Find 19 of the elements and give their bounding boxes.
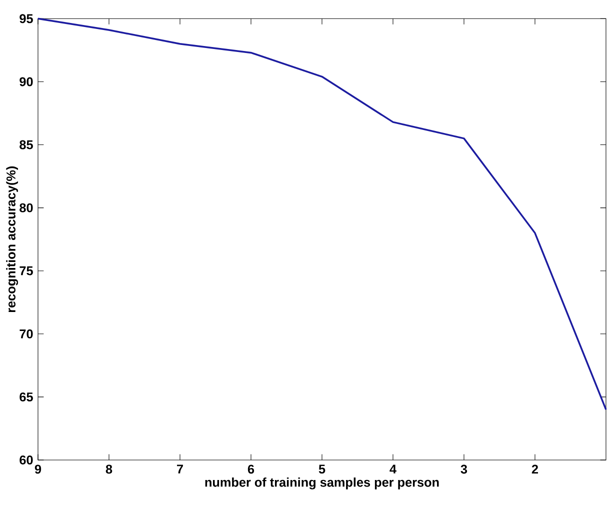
y-tick-label: 60 (20, 456, 33, 465)
y-tick-label: 85 (20, 140, 33, 150)
y-tick-label: 90 (20, 77, 33, 86)
y-tick-label: 80 (20, 203, 33, 212)
y-tick-label: 65 (20, 392, 33, 402)
x-tick-label: 7 (177, 464, 183, 474)
line-series (37, 18, 607, 411)
x-tick-label: 4 (390, 464, 396, 474)
x-tick-label: 6 (248, 464, 254, 474)
x-tick-label: 8 (106, 464, 112, 474)
x-tick-label: 9 (34, 464, 42, 474)
x-tick-label: 2 (532, 464, 538, 474)
x-tick-label: 5 (318, 464, 326, 474)
x-axis-title: number of training samples per person (205, 478, 439, 490)
y-tick-label: 95 (20, 14, 33, 24)
x-tick-label: 3 (460, 464, 468, 474)
y-tick-label: 75 (20, 266, 33, 276)
y-tick-label: 70 (20, 330, 33, 339)
y-axis-title: recognition accuracy(%) (6, 166, 18, 312)
